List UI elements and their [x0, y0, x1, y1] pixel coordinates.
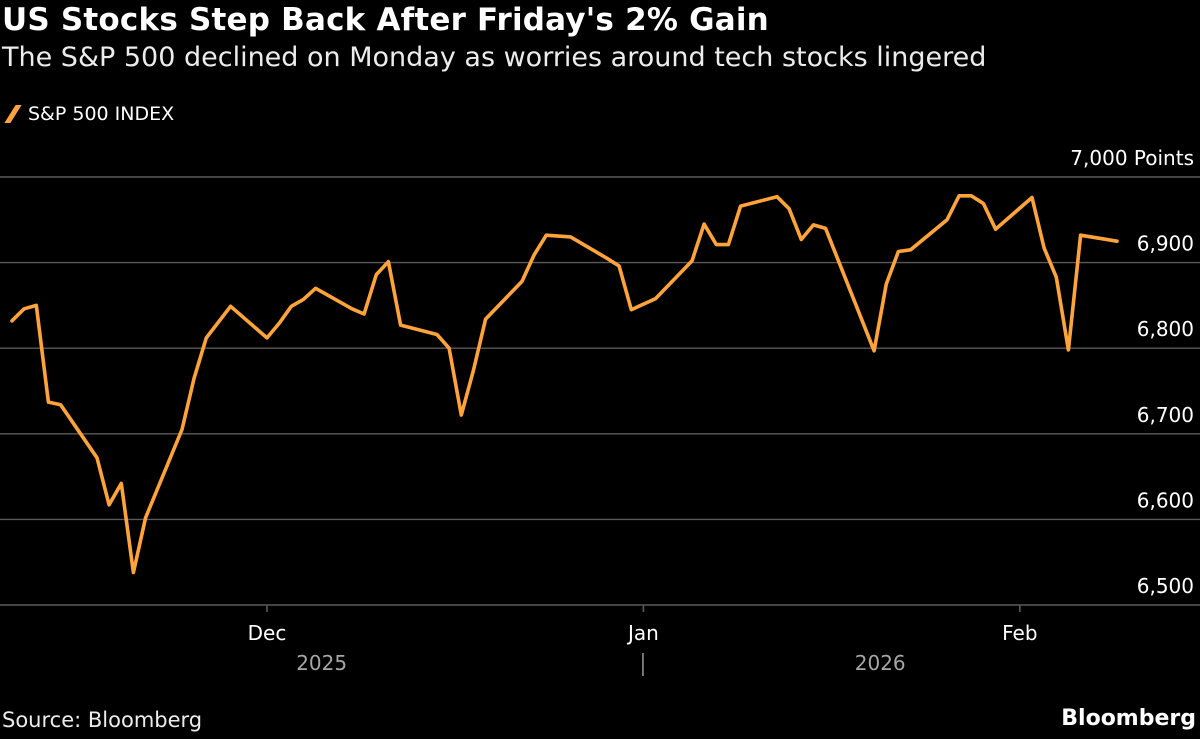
x-tick-label: Dec — [248, 621, 287, 645]
x-tick-label: Jan — [626, 621, 659, 645]
source-note: Source: Bloomberg — [2, 708, 203, 732]
legend: S&P 500 INDEX — [4, 100, 175, 128]
x-tick-label: Feb — [1002, 621, 1037, 645]
series-line-sp500 — [10, 194, 1119, 575]
chart-subtitle: The S&P 500 declined on Monday as worrie… — [2, 42, 987, 73]
y-tick-label: 6,800 — [1137, 317, 1194, 341]
x-year-label: 2026 — [855, 651, 906, 675]
y-tick-label: 7,000 Points — [1070, 146, 1194, 170]
y-tick-label: 6,600 — [1137, 488, 1194, 512]
y-tick-label: 6,700 — [1137, 403, 1194, 427]
legend-label: S&P 500 INDEX — [28, 103, 175, 125]
brand-logo: Bloomberg — [1061, 706, 1196, 731]
y-tick-label: 6,500 — [1137, 574, 1194, 598]
y-tick-label: 6,900 — [1137, 232, 1194, 256]
chart-title: US Stocks Step Back After Friday's 2% Ga… — [2, 2, 769, 38]
x-year-label: 2025 — [296, 651, 347, 675]
